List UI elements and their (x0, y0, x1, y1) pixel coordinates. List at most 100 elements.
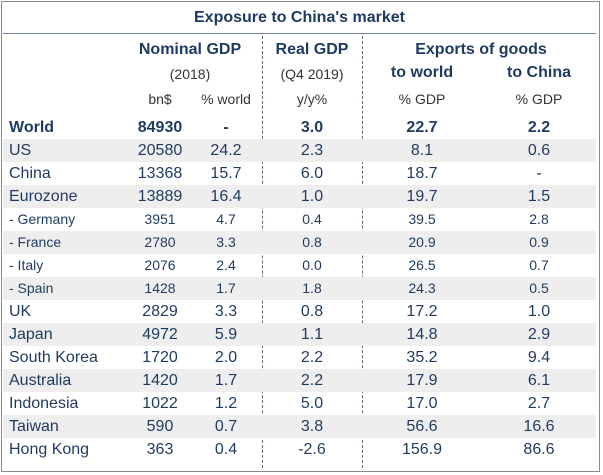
cell-name: Eurozone (9, 188, 78, 205)
cell-world: 24.3 (408, 280, 436, 296)
header-bn-dollars: bn$ (148, 91, 172, 107)
cell-name: - Italy (9, 257, 44, 273)
cell-bn: 13368 (137, 165, 183, 182)
table-row: Indonesia 1022 1.2 5.0 17.0 2.7 (3, 392, 596, 415)
cell-real: 3.0 (300, 119, 324, 136)
cell-world: 8.1 (410, 142, 434, 159)
cell-china: 86.6 (523, 441, 555, 458)
cell-bn: 20580 (137, 142, 183, 159)
cell-bn: 363 (146, 441, 174, 458)
cell-name: - France (9, 234, 62, 250)
cell-china: 2.9 (527, 326, 551, 343)
cell-bn: 2076 (144, 257, 176, 273)
table-row: Australia 1420 1.7 2.2 17.9 6.1 (3, 369, 596, 392)
cell-bn: 2829 (142, 303, 178, 320)
header-to-world: to world (390, 64, 454, 81)
cell-real: 0.4 (302, 211, 322, 227)
cell-china: 0.5 (529, 280, 549, 296)
cell-bn: 13889 (137, 188, 183, 205)
cell-china: 16.6 (523, 418, 555, 435)
cell-pct: 4.7 (216, 211, 236, 227)
cell-pct: 5.9 (214, 326, 238, 343)
cell-bn: 1420 (142, 372, 178, 389)
cell-real: 1.8 (302, 280, 322, 296)
table-row: - Italy 2076 2.4 0.0 26.5 0.7 (3, 254, 596, 277)
header-to-china: to China (507, 64, 571, 81)
cell-pct: 1.2 (214, 395, 238, 412)
header-percent-world: % world (201, 91, 251, 107)
cell-real: 2.2 (300, 372, 324, 389)
cell-name: - Germany (9, 211, 76, 227)
cell-china: 0.6 (527, 142, 551, 159)
cell-world: 56.6 (406, 418, 438, 435)
cell-name: World (9, 119, 55, 136)
cell-bn: 3951 (144, 211, 176, 227)
cell-china: 9.4 (527, 349, 551, 366)
cell-pct: 2.4 (216, 257, 236, 273)
cell-bn: 84930 (137, 119, 183, 136)
cell-real: -2.6 (298, 441, 326, 458)
cell-real: 0.8 (302, 234, 322, 250)
header-real-period: (Q4 2019) (280, 66, 344, 82)
cell-real: 2.3 (300, 142, 324, 159)
cell-china: 2.2 (527, 119, 551, 136)
cell-real: 1.1 (300, 326, 324, 343)
header-real-unit: y/y% (296, 91, 328, 107)
table-row: - Spain 1428 1.7 1.8 24.3 0.5 (3, 277, 596, 300)
cell-world: 17.2 (406, 303, 438, 320)
cell-pct: - (223, 119, 229, 136)
table-row: UK 2829 3.3 0.8 17.2 1.0 (3, 300, 596, 323)
header-world-unit: % GDP (398, 91, 446, 107)
cell-name: - Spain (9, 280, 54, 296)
header-china-unit: % GDP (515, 91, 563, 107)
cell-world: 156.9 (401, 441, 443, 458)
table-title: Exposure to China's market (194, 9, 405, 26)
table-row: Japan 4972 5.9 1.1 14.8 2.9 (3, 323, 596, 346)
cell-name: UK (9, 303, 32, 320)
table-row: - France 2780 3.3 0.8 20.9 0.9 (3, 231, 596, 254)
cell-pct: 24.2 (210, 142, 242, 159)
cell-pct: 0.4 (214, 441, 238, 458)
table-row: South Korea 1720 2.0 2.2 35.2 9.4 (3, 346, 596, 369)
cell-pct: 15.7 (210, 165, 242, 182)
cell-world: 22.7 (406, 119, 438, 136)
header-nominal-year: (2018) (169, 66, 211, 82)
cell-china: 6.1 (527, 372, 551, 389)
table-row: US 20580 24.2 2.3 8.1 0.6 (3, 139, 596, 162)
table-row: China 13368 15.7 6.0 18.7 - (3, 162, 596, 185)
title-divider (3, 33, 596, 34)
cell-real: 5.0 (300, 395, 324, 412)
cell-bn: 1428 (144, 280, 176, 296)
cell-bn: 590 (146, 418, 174, 435)
cell-pct: 1.7 (216, 280, 236, 296)
cell-bn: 1022 (142, 395, 178, 412)
cell-pct: 16.4 (210, 188, 242, 205)
cell-name: China (9, 165, 51, 182)
cell-china: 1.0 (527, 303, 551, 320)
cell-name: Australia (9, 372, 72, 389)
cell-name: Indonesia (9, 395, 79, 412)
cell-china: 2.7 (527, 395, 551, 412)
cell-world: 39.5 (408, 211, 436, 227)
cell-bn: 4972 (142, 326, 178, 343)
cell-name: Hong Kong (9, 441, 90, 458)
cell-real: 6.0 (300, 165, 324, 182)
cell-world: 20.9 (408, 234, 436, 250)
table-row: Eurozone 13889 16.4 1.0 19.7 1.5 (3, 185, 596, 208)
cell-world: 14.8 (406, 326, 438, 343)
cell-name: US (9, 142, 32, 159)
cell-name: Japan (9, 326, 53, 343)
cell-real: 2.2 (300, 349, 324, 366)
cell-real: 3.8 (300, 418, 324, 435)
cell-china: 2.8 (529, 211, 549, 227)
cell-world: 19.7 (406, 188, 438, 205)
table-row: Taiwan 590 0.7 3.8 56.6 16.6 (3, 415, 596, 438)
cell-pct: 3.3 (216, 234, 236, 250)
cell-world: 35.2 (406, 349, 438, 366)
cell-world: 17.9 (406, 372, 438, 389)
cell-bn: 2780 (144, 234, 176, 250)
header-nominal-gdp: Nominal GDP (138, 41, 242, 58)
cell-world: 17.0 (406, 395, 438, 412)
cell-name: South Korea (9, 349, 98, 366)
